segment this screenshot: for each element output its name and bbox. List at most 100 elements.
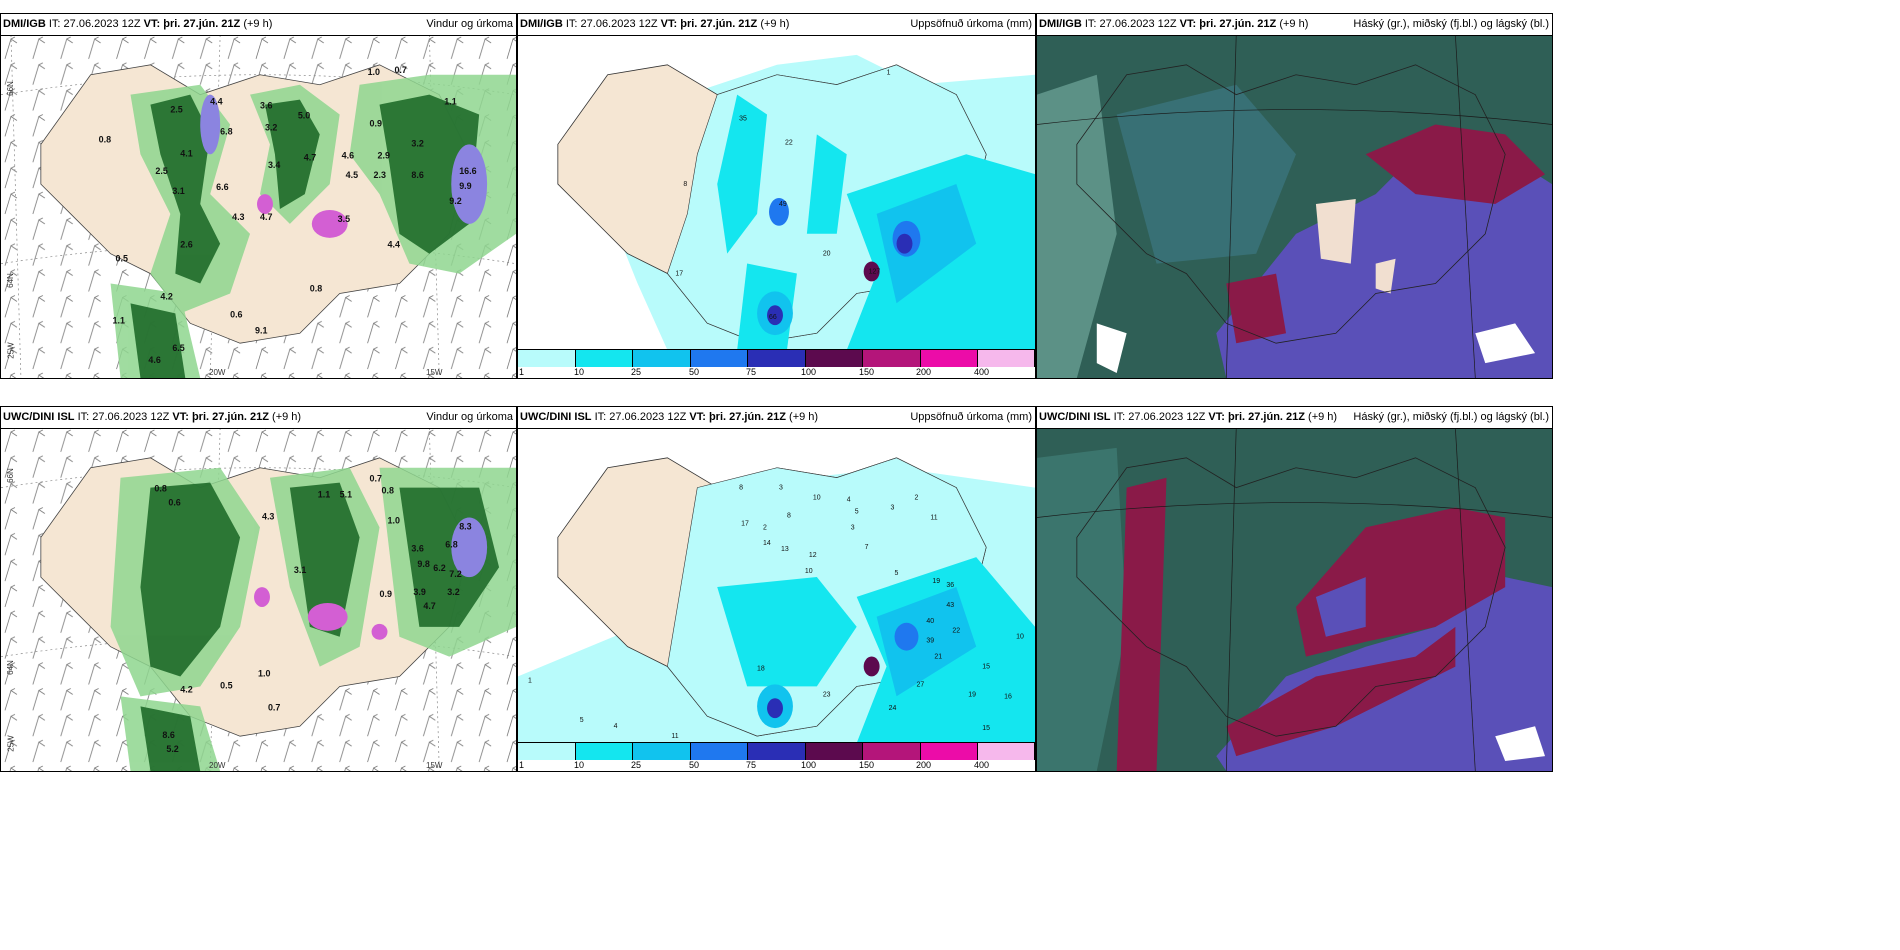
colorbar-tick: 150 xyxy=(859,760,875,770)
model-name: UWC/DINI ISL xyxy=(3,411,75,423)
wind-label: 9.9 xyxy=(459,181,471,191)
wind-label: 4.5 xyxy=(346,170,358,180)
wind-label: 8.3 xyxy=(459,521,471,531)
vt-value: þri. 27.jún. 21Z xyxy=(708,411,786,423)
panel-uwc-clouds: UWC/DINI ISL IT: 27.06.2023 12Z VT: þri.… xyxy=(1036,406,1553,772)
precip-label: 13 xyxy=(781,546,789,553)
wind-label: 2.9 xyxy=(378,150,390,160)
precip-label: 40 xyxy=(926,618,934,625)
wind-label: 1.1 xyxy=(444,97,456,107)
it-value: 27.06.2023 12Z xyxy=(1099,18,1177,30)
panel-dmi-wind: DMI/IGB IT: 27.06.2023 12Z VT: þri. 27.j… xyxy=(0,13,517,379)
wind-label: 2.6 xyxy=(180,240,192,250)
panel-dmi-clouds: DMI/IGB IT: 27.06.2023 12Z VT: þri. 27.j… xyxy=(1036,13,1553,379)
precip-label: 2 xyxy=(763,524,767,531)
colorbar-tick: 10 xyxy=(574,760,585,770)
precip-label: 49 xyxy=(779,201,787,208)
lead-time: (+9 h) xyxy=(243,18,273,30)
wind-label: 6.8 xyxy=(445,539,457,549)
panel-header: UWC/DINI ISL IT: 27.06.2023 12Z VT: þri.… xyxy=(1037,407,1552,429)
panel-header: DMI/IGB IT: 27.06.2023 12Z VT: þri. 27.j… xyxy=(518,14,1035,36)
colorbar-tick: 100 xyxy=(801,760,817,770)
wind-label: 4.7 xyxy=(304,152,316,162)
it-label: IT: xyxy=(565,18,578,30)
colorbar: 1 10 25 50 75 100 150 200 400 xyxy=(518,742,1035,771)
panel-title: Vindur og úrkoma xyxy=(426,411,513,423)
colorbar-swatch xyxy=(576,350,633,367)
panel-dmi-precip: DMI/IGB IT: 27.06.2023 12Z VT: þri. 27.j… xyxy=(517,13,1036,379)
panel-header: UWC/DINI ISL IT: 27.06.2023 12Z VT: þri.… xyxy=(518,407,1035,429)
it-value: 27.06.2023 12Z xyxy=(92,411,170,423)
panel-title: Uppsöfnuð úrkoma (mm) xyxy=(910,18,1032,30)
lon-label: 25W xyxy=(6,735,16,752)
wind-label: 5.2 xyxy=(166,744,178,754)
precip-label: 23 xyxy=(823,691,831,698)
colorbar-tick: 100 xyxy=(801,367,817,377)
precip-label: 11 xyxy=(671,733,678,740)
wind-label: 9.1 xyxy=(255,325,267,335)
precip-label: 16 xyxy=(1004,693,1012,700)
precip-label: 5 xyxy=(580,717,584,724)
colorbar-swatch xyxy=(863,743,921,760)
panel-header: UWC/DINI ISL IT: 27.06.2023 12Z VT: þri.… xyxy=(1,407,516,429)
wind-label: 6.5 xyxy=(172,343,184,353)
vt-value: þri. 27.jún. 21Z xyxy=(163,18,241,30)
wind-label: 2.5 xyxy=(170,105,182,115)
precip-label: 24 xyxy=(889,705,897,712)
precip-label: 4 xyxy=(614,723,618,730)
panel-title: Vindur og úrkoma xyxy=(426,18,513,30)
precip-label: 10 xyxy=(1016,634,1024,641)
precip-label: 7 xyxy=(865,544,869,551)
lat-label: 64N xyxy=(5,273,15,288)
vt-label: VT: xyxy=(660,18,678,30)
colorbar-tick: 75 xyxy=(746,760,757,770)
it-label: IT: xyxy=(48,18,61,30)
colorbar-swatch xyxy=(806,350,863,367)
wind-label: 4.2 xyxy=(160,291,172,301)
colorbar-swatch xyxy=(806,743,863,760)
wind-label: 4.2 xyxy=(180,684,192,694)
lead-time: (+9 h) xyxy=(789,411,819,423)
panel-header: DMI/IGB IT: 27.06.2023 12Z VT: þri. 27.j… xyxy=(1,14,516,36)
model-name: UWC/DINI ISL xyxy=(1039,411,1111,423)
wind-label: 1.0 xyxy=(387,515,399,525)
it-label: IT: xyxy=(77,411,90,423)
wind-label: 7.2 xyxy=(449,569,461,579)
precip-label: 5 xyxy=(855,508,859,515)
model-name: DMI/IGB xyxy=(520,18,563,30)
wind-label: 5.0 xyxy=(298,111,310,121)
colorbar-tick: 50 xyxy=(689,367,700,377)
vt-label: VT: xyxy=(1179,18,1197,30)
precip-label: 8 xyxy=(787,512,791,519)
it-label: IT: xyxy=(1084,18,1097,30)
lead-time: (+9 h) xyxy=(272,411,302,423)
precip-label: 1 xyxy=(887,70,891,77)
colorbar-swatch xyxy=(921,743,978,760)
lat-label: 64N xyxy=(5,660,15,675)
wind-label: 4.6 xyxy=(342,150,354,160)
precip-label: 1 xyxy=(528,677,532,684)
colorbar-tick: 25 xyxy=(631,367,642,377)
colorbar-swatch xyxy=(518,743,576,760)
precip-label: 27 xyxy=(916,681,924,688)
vt-value: þri. 27.jún. 21Z xyxy=(191,411,269,423)
wind-label: 8.6 xyxy=(411,170,423,180)
precip-label: 127 xyxy=(869,268,881,275)
colorbar-tick: 400 xyxy=(974,367,990,377)
wind-label: 4.7 xyxy=(423,601,435,611)
wind-label: 3.1 xyxy=(294,565,306,575)
precip-label: 4 xyxy=(847,497,851,504)
wind-label: 4.1 xyxy=(180,148,192,158)
colorbar-swatch xyxy=(576,743,633,760)
colorbar-tick: 150 xyxy=(859,367,875,377)
wind-label: 1.0 xyxy=(368,67,380,77)
panel-title: Háský (gr.), miðský (fj.bl.) og lágský (… xyxy=(1353,18,1549,30)
colorbar-swatch xyxy=(748,743,806,760)
vt-value: þri. 27.jún. 21Z xyxy=(680,18,758,30)
wind-label: 0.5 xyxy=(220,680,232,690)
precip-label: 3 xyxy=(779,485,783,492)
precip-label: 8 xyxy=(683,181,687,188)
lon-label: 15W xyxy=(426,761,443,770)
wind-label: 0.5 xyxy=(116,254,128,264)
lon-label: 15W xyxy=(426,368,443,377)
